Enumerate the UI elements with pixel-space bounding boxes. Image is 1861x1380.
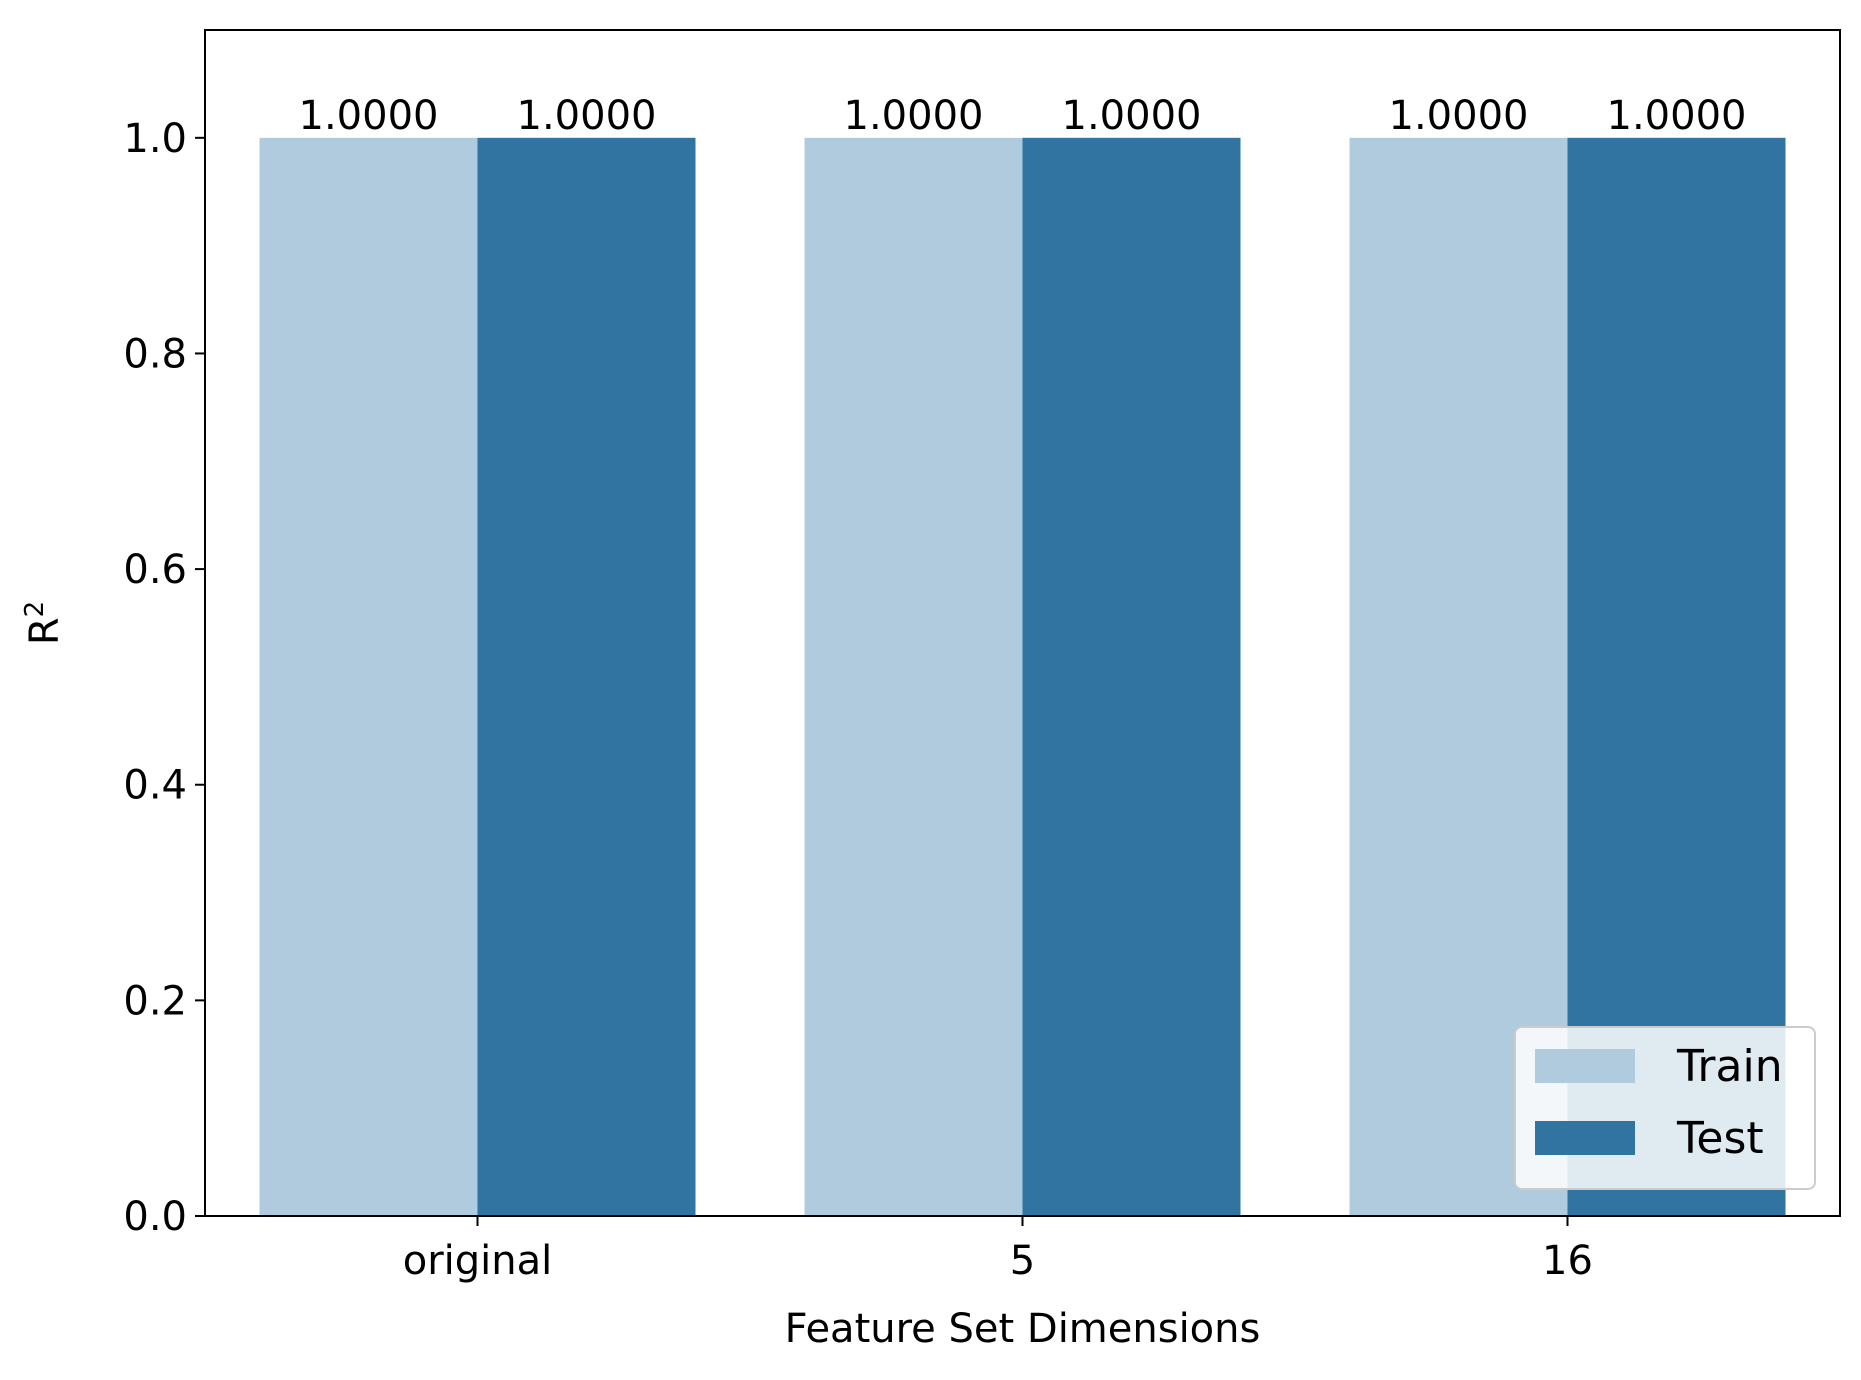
legend: Train Test (1514, 1026, 1816, 1190)
data-label-train-5: 1.0000 (844, 93, 984, 139)
legend-label-test: Test (1676, 1113, 1764, 1164)
y-tick-label: 0.0 (123, 1194, 187, 1240)
data-label-test-original: 1.0000 (517, 93, 657, 139)
y-axis-label-superscript: 2 (20, 601, 50, 618)
x-axis-label: Feature Set Dimensions (785, 1306, 1261, 1352)
bar-train-5 (804, 137, 1023, 1216)
bar-test-5 (1022, 137, 1241, 1216)
x-tick-label: 5 (1010, 1238, 1035, 1284)
y-axis: 0.0 0.2 0.4 0.6 0.8 1.0 (123, 116, 205, 1240)
x-axis: original 5 16 (403, 1216, 1593, 1284)
legend-swatch-test (1535, 1121, 1635, 1155)
y-axis-label-text: R (22, 617, 68, 645)
data-labels-group: 1.0000 1.0000 1.0000 1.0000 1.0000 1.0000 (299, 93, 1747, 139)
y-tick-label: 0.4 (123, 763, 187, 809)
y-tick-label: 0.8 (123, 331, 187, 377)
y-axis-label: R2 (20, 601, 68, 645)
data-label-test-5: 1.0000 (1062, 93, 1202, 139)
y-tick-label: 0.6 (123, 547, 187, 593)
y-tick-label: 1.0 (123, 116, 187, 162)
data-label-train-original: 1.0000 (299, 93, 439, 139)
y-tick-label: 0.2 (123, 978, 187, 1024)
bar-test-original (477, 137, 696, 1216)
legend-swatch-train (1535, 1049, 1635, 1083)
data-label-test-16: 1.0000 (1607, 93, 1747, 139)
data-label-train-16: 1.0000 (1389, 93, 1529, 139)
x-tick-label: 16 (1542, 1238, 1593, 1284)
bars-group (259, 137, 1786, 1216)
x-tick-label: original (403, 1238, 553, 1284)
bar-train-original (259, 137, 478, 1216)
legend-label-train: Train (1676, 1041, 1783, 1092)
